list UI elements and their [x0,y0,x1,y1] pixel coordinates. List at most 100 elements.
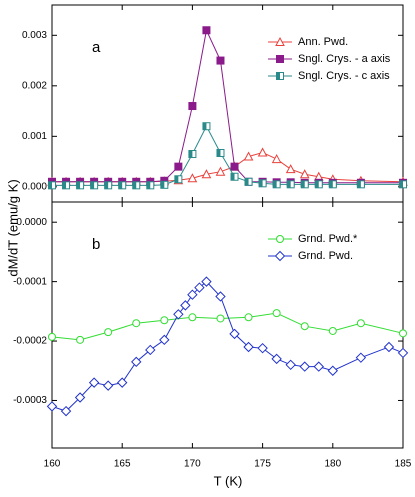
marker [174,162,183,171]
marker-half [146,181,151,189]
marker [74,392,86,403]
marker [180,300,191,311]
marker [201,169,212,179]
marker [188,102,197,111]
marker-half [62,181,67,189]
series-line [52,151,404,183]
marker [285,164,296,174]
marker-half [76,181,81,189]
marker [160,316,169,325]
plot-frame [51,201,404,449]
marker [229,328,240,340]
legend-label: Grnd. Pwd. [298,250,353,262]
x-tick-label: 165 [114,459,131,470]
x-tick-label: 160 [44,459,61,470]
marker [399,329,407,338]
marker-half [118,181,123,189]
marker [272,309,281,318]
y-tick-label: -0.0001 [13,276,47,287]
x-tick-label: 180 [324,459,341,470]
y-axis-label: dM/dT (emu/g K) [5,179,20,276]
marker-half [399,180,403,188]
marker-half [329,180,333,188]
legend-marker [276,55,284,63]
panel-label: a [92,39,101,56]
marker [243,151,254,161]
marker-half [104,181,109,189]
legend-label: Sngl. Crys. - a axis [298,53,391,65]
marker [313,361,324,372]
marker [243,341,254,353]
marker [187,173,198,183]
marker [328,326,337,335]
marker-half [188,150,193,158]
y-tick-label: -0.0003 [13,395,47,406]
marker [132,319,141,328]
y-tick-label: 0.0000 [16,217,47,228]
marker [188,313,197,322]
marker [285,359,296,371]
x-axis-label: T (K) [214,473,243,488]
marker [397,347,409,359]
marker [194,282,205,293]
marker-half [48,181,52,189]
marker-half [245,178,249,186]
marker [356,319,365,328]
y-tick-label: -0.0002 [13,336,47,347]
marker-half [132,181,137,189]
marker [271,353,282,365]
marker-half [287,180,291,188]
marker [201,276,212,287]
marker [102,380,114,391]
y-tick-label: 0.003 [22,30,47,41]
marker [145,344,156,356]
marker [299,169,310,179]
marker [230,162,239,171]
series-line [51,280,404,412]
marker [48,332,56,341]
plot-frame [51,4,404,203]
marker-half [216,149,221,157]
legend-label: Ann. Pwd. [298,36,348,48]
marker [88,377,100,388]
marker [131,356,142,368]
marker [327,365,339,376]
marker [187,289,198,300]
marker-half [174,175,179,183]
marker [60,405,72,417]
x-tick-label: 185 [395,459,412,470]
marker-half [273,180,277,188]
marker-half [259,179,263,187]
marker [173,309,184,320]
marker [244,313,253,322]
marker [202,26,211,35]
marker-half [357,180,361,188]
marker [299,361,310,372]
legend-marker [274,250,286,262]
marker [257,342,268,354]
legend-marker [275,36,285,46]
marker [46,401,58,412]
marker [355,352,367,363]
panel-label: b [92,236,100,253]
y-tick-label: 0.001 [22,131,47,142]
y-tick-label: 0.000 [22,181,47,192]
marker [257,147,268,157]
marker-half [90,181,95,189]
marker [300,322,309,331]
marker [216,56,225,65]
marker [215,166,226,176]
x-tick-label: 170 [184,459,201,470]
y-tick-label: 0.002 [22,80,47,91]
marker-half [202,122,207,130]
series-line [52,125,403,186]
marker [104,328,113,337]
marker-half [315,180,319,188]
series-line [51,312,404,341]
x-tick-label: 175 [254,459,271,470]
marker-half [231,173,235,181]
legend-label: Grnd. Pwd.* [298,233,358,245]
marker [159,334,170,346]
marker-half [276,72,280,80]
